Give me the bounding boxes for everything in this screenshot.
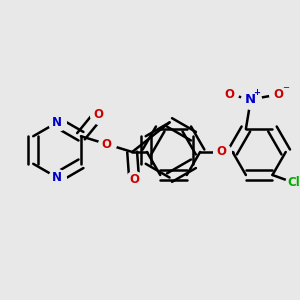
Text: −: − xyxy=(282,83,289,92)
Text: O: O xyxy=(102,138,112,151)
Text: O: O xyxy=(224,88,234,101)
Text: N: N xyxy=(245,93,256,106)
Text: O: O xyxy=(273,88,284,101)
Text: N: N xyxy=(52,171,62,184)
Text: O: O xyxy=(217,146,227,158)
Text: Cl: Cl xyxy=(288,176,300,189)
Text: O: O xyxy=(129,173,139,186)
Text: O: O xyxy=(94,108,104,121)
Text: N: N xyxy=(52,116,62,129)
Text: +: + xyxy=(253,88,260,97)
